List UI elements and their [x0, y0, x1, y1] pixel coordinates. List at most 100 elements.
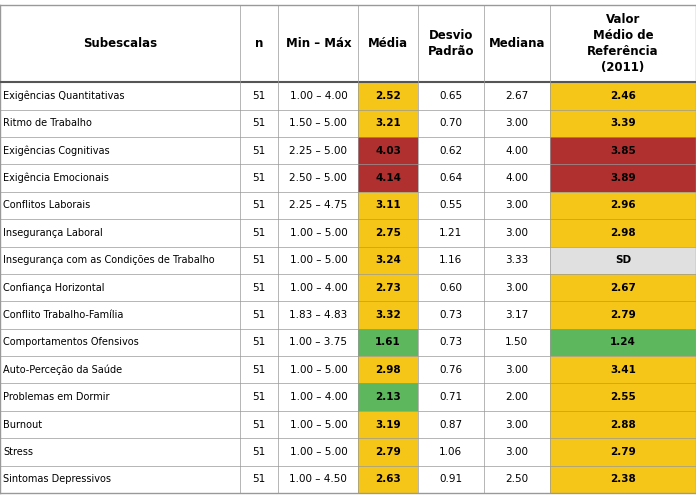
- Bar: [0, 466, 696, 493]
- Text: 2.67: 2.67: [505, 91, 528, 101]
- Text: 2.63: 2.63: [375, 474, 401, 485]
- Text: 0.87: 0.87: [439, 419, 462, 430]
- Text: 51: 51: [253, 447, 266, 457]
- Bar: [358, 438, 418, 466]
- Text: Problemas em Dormir: Problemas em Dormir: [3, 392, 110, 402]
- Text: 2.55: 2.55: [610, 392, 635, 402]
- Text: 51: 51: [253, 118, 266, 128]
- Text: 1.00 – 5.00: 1.00 – 5.00: [290, 228, 347, 238]
- Text: 2.98: 2.98: [375, 365, 401, 375]
- Bar: [550, 274, 696, 301]
- Text: 2.52: 2.52: [375, 91, 401, 101]
- Text: 1.50: 1.50: [505, 337, 528, 348]
- Text: 2.88: 2.88: [610, 419, 635, 430]
- Bar: [358, 356, 418, 383]
- Bar: [550, 82, 696, 110]
- Bar: [550, 356, 696, 383]
- Text: 51: 51: [253, 228, 266, 238]
- Text: 1.61: 1.61: [375, 337, 401, 348]
- Text: 1.21: 1.21: [439, 228, 462, 238]
- Bar: [0, 82, 696, 110]
- Bar: [358, 301, 418, 329]
- Bar: [550, 301, 696, 329]
- Bar: [358, 110, 418, 137]
- Text: Subescalas: Subescalas: [83, 37, 157, 50]
- Text: n: n: [255, 37, 264, 50]
- Text: 2.38: 2.38: [610, 474, 635, 485]
- Text: 0.62: 0.62: [439, 145, 462, 156]
- Text: 2.79: 2.79: [610, 447, 635, 457]
- Text: 51: 51: [253, 91, 266, 101]
- Bar: [550, 329, 696, 356]
- Text: 3.00: 3.00: [505, 282, 528, 293]
- Text: 1.00 – 4.00: 1.00 – 4.00: [290, 392, 347, 402]
- Text: 51: 51: [253, 337, 266, 348]
- Bar: [358, 219, 418, 247]
- Text: 51: 51: [253, 255, 266, 265]
- Text: 0.64: 0.64: [439, 173, 462, 183]
- Bar: [0, 329, 696, 356]
- Text: 0.73: 0.73: [439, 310, 462, 320]
- Text: 3.41: 3.41: [610, 365, 636, 375]
- Bar: [358, 137, 418, 164]
- Text: Min – Máx: Min – Máx: [285, 37, 351, 50]
- Bar: [358, 466, 418, 493]
- Text: 2.25 – 5.00: 2.25 – 5.00: [290, 145, 347, 156]
- Text: 1.83 – 4.83: 1.83 – 4.83: [290, 310, 347, 320]
- Text: Auto-Perceção da Saúde: Auto-Perceção da Saúde: [3, 365, 122, 375]
- Text: 3.00: 3.00: [505, 447, 528, 457]
- Text: Stress: Stress: [3, 447, 33, 457]
- Text: 3.32: 3.32: [375, 310, 401, 320]
- Bar: [358, 274, 418, 301]
- Text: Insegurança Laboral: Insegurança Laboral: [3, 228, 103, 238]
- Text: 2.00: 2.00: [505, 392, 528, 402]
- Text: 3.17: 3.17: [505, 310, 528, 320]
- Text: 1.50 – 5.00: 1.50 – 5.00: [290, 118, 347, 128]
- Bar: [0, 438, 696, 466]
- Text: 0.70: 0.70: [439, 118, 462, 128]
- Bar: [550, 247, 696, 274]
- Text: 2.50: 2.50: [505, 474, 528, 485]
- Bar: [358, 192, 418, 219]
- Bar: [0, 192, 696, 219]
- Bar: [550, 411, 696, 438]
- Text: 3.00: 3.00: [505, 118, 528, 128]
- Text: Sintomas Depressivos: Sintomas Depressivos: [3, 474, 111, 485]
- Text: 1.00 – 4.50: 1.00 – 4.50: [290, 474, 347, 485]
- Bar: [550, 137, 696, 164]
- Text: 1.00 – 5.00: 1.00 – 5.00: [290, 255, 347, 265]
- Text: 4.00: 4.00: [505, 173, 528, 183]
- Text: 1.00 – 4.00: 1.00 – 4.00: [290, 282, 347, 293]
- Text: 1.00 – 3.75: 1.00 – 3.75: [290, 337, 347, 348]
- Text: 3.19: 3.19: [375, 419, 401, 430]
- Text: 0.65: 0.65: [439, 91, 462, 101]
- Bar: [358, 383, 418, 411]
- Text: 0.60: 0.60: [439, 282, 462, 293]
- Bar: [358, 247, 418, 274]
- Text: 4.03: 4.03: [375, 145, 401, 156]
- Bar: [0, 5, 696, 82]
- Bar: [358, 411, 418, 438]
- Bar: [0, 356, 696, 383]
- Text: 2.73: 2.73: [375, 282, 401, 293]
- Text: 2.67: 2.67: [610, 282, 636, 293]
- Text: 51: 51: [253, 474, 266, 485]
- Text: 51: 51: [253, 392, 266, 402]
- Text: Conflito Trabalho-Família: Conflito Trabalho-Família: [3, 310, 124, 320]
- Bar: [0, 247, 696, 274]
- Text: 2.13: 2.13: [375, 392, 401, 402]
- Text: 1.00 – 5.00: 1.00 – 5.00: [290, 365, 347, 375]
- Text: 2.50 – 5.00: 2.50 – 5.00: [290, 173, 347, 183]
- Text: 3.24: 3.24: [375, 255, 401, 265]
- Bar: [358, 329, 418, 356]
- Text: 3.00: 3.00: [505, 419, 528, 430]
- Bar: [550, 192, 696, 219]
- Text: Valor
Médio de
Referência
(2011): Valor Médio de Referência (2011): [587, 13, 658, 74]
- Bar: [550, 219, 696, 247]
- Text: Exigência Emocionais: Exigência Emocionais: [3, 173, 109, 183]
- Text: Média: Média: [368, 37, 408, 50]
- Text: 4.00: 4.00: [505, 145, 528, 156]
- Text: Exigências Cognitivas: Exigências Cognitivas: [3, 145, 110, 156]
- Text: 3.11: 3.11: [375, 200, 401, 211]
- Bar: [550, 466, 696, 493]
